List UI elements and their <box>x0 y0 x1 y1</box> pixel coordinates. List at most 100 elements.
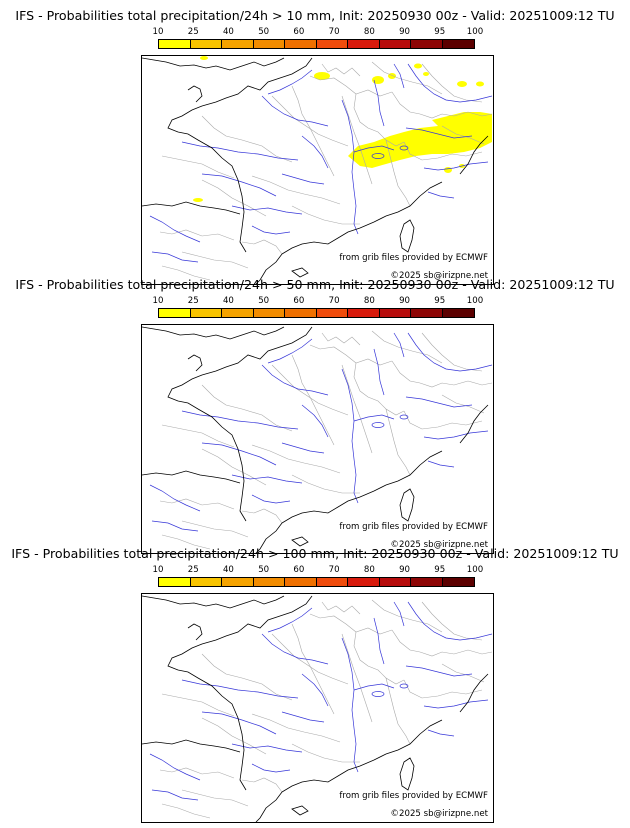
river <box>267 338 313 364</box>
admin-border <box>341 633 373 723</box>
precip-probability-area <box>423 72 429 76</box>
colorbar-tick-label: 60 <box>293 565 305 575</box>
colorbar-tick-label: 70 <box>328 27 340 37</box>
river <box>405 396 473 408</box>
colorbar-bin <box>222 40 254 48</box>
colorbar-tick-label: 90 <box>399 27 411 37</box>
coastline <box>459 673 489 713</box>
admin-border <box>385 139 411 207</box>
admin-border <box>403 410 483 430</box>
rivers-layer <box>149 63 493 263</box>
river <box>181 410 299 430</box>
colorbar-tick-label: 80 <box>363 565 375 575</box>
admin-border <box>391 91 493 119</box>
colorbar-bin <box>442 309 474 317</box>
lake <box>399 145 409 151</box>
lake <box>399 683 409 689</box>
colorbar-bin <box>316 309 348 317</box>
river <box>231 743 303 753</box>
coastline <box>167 326 313 522</box>
lake <box>371 153 385 159</box>
colorbar-ticks: 10 25 40 50 60 70 80 90 95 100 <box>153 27 484 39</box>
river <box>149 215 201 243</box>
coastline-layer <box>142 595 489 822</box>
colorbar-tick-label: 100 <box>466 296 484 306</box>
colorbar-bin <box>285 40 317 48</box>
colorbar <box>158 308 475 318</box>
colorbar-bin <box>285 309 317 317</box>
admin-border <box>251 444 341 474</box>
lake <box>399 414 409 420</box>
map-frame: from grib files provided by ECMWF ©2025 … <box>141 324 494 554</box>
river <box>407 63 493 103</box>
colorbar-tick-label: 60 <box>293 296 305 306</box>
source-note: from grib files provided by ECMWF <box>339 522 488 532</box>
coastline <box>281 181 443 255</box>
map-panel-50mm: IFS - Probabilities total precipitation/… <box>0 277 630 554</box>
precip-probability-area <box>414 63 422 69</box>
admin-borders-layer <box>159 330 493 550</box>
river <box>301 404 329 438</box>
colorbar-bin <box>379 309 411 317</box>
river <box>149 484 201 512</box>
river <box>393 601 405 627</box>
precip-probability-area <box>388 73 396 79</box>
admin-border <box>241 239 283 255</box>
colorbar-tick-label: 40 <box>222 296 234 306</box>
river <box>261 364 329 396</box>
river <box>261 633 329 665</box>
source-note: from grib files provided by ECMWF <box>339 253 488 263</box>
admin-border <box>421 332 483 372</box>
river <box>393 63 405 89</box>
precip-probability-area <box>200 56 208 60</box>
admin-border <box>385 677 411 745</box>
copyright-note: ©2025 sb@irizpne.net <box>390 540 488 550</box>
river <box>423 699 489 709</box>
colorbar-bin <box>222 578 254 586</box>
map-panel-100mm: IFS - Probabilities total precipitation/… <box>0 546 630 823</box>
admin-border <box>291 85 335 177</box>
coastline <box>142 739 241 753</box>
river <box>251 763 291 773</box>
river <box>181 679 299 699</box>
colorbar-bin <box>442 40 474 48</box>
admin-border <box>421 63 483 103</box>
coastline <box>187 354 203 372</box>
lake <box>371 422 385 428</box>
colorbar-bin <box>159 578 191 586</box>
colorbar <box>158 39 475 49</box>
coastline <box>255 791 283 822</box>
panel-title: IFS - Probabilities total precipitation/… <box>15 277 615 292</box>
admin-border <box>385 408 411 476</box>
copyright-note: ©2025 sb@irizpne.net <box>390 809 488 819</box>
coastline <box>187 85 203 103</box>
admin-border <box>161 534 211 550</box>
river <box>353 683 395 691</box>
colorbar-tick-label: 95 <box>434 296 446 306</box>
admin-border <box>241 508 283 524</box>
colorbar-bin <box>159 40 191 48</box>
admin-border <box>403 141 483 161</box>
coastline <box>459 404 489 444</box>
admin-border <box>403 679 483 699</box>
river <box>231 205 303 215</box>
admin-border <box>181 520 249 538</box>
admin-border <box>291 623 335 715</box>
colorbar-tick-label: 80 <box>363 27 375 37</box>
precip-probability-area <box>372 76 384 84</box>
river <box>373 348 385 396</box>
admin-border <box>341 95 373 185</box>
river <box>201 173 277 197</box>
river <box>427 729 455 737</box>
panel-title: IFS - Probabilities total precipitation/… <box>15 8 615 23</box>
river <box>341 368 359 504</box>
colorbar-tick-label: 80 <box>363 296 375 306</box>
colorbar-bin <box>222 309 254 317</box>
colorbar-tick-label: 90 <box>399 565 411 575</box>
colorbar-bin <box>159 309 191 317</box>
admin-border <box>441 663 485 683</box>
river <box>393 332 405 358</box>
river <box>201 442 277 466</box>
colorbar-bin <box>316 40 348 48</box>
admin-border <box>353 631 405 685</box>
